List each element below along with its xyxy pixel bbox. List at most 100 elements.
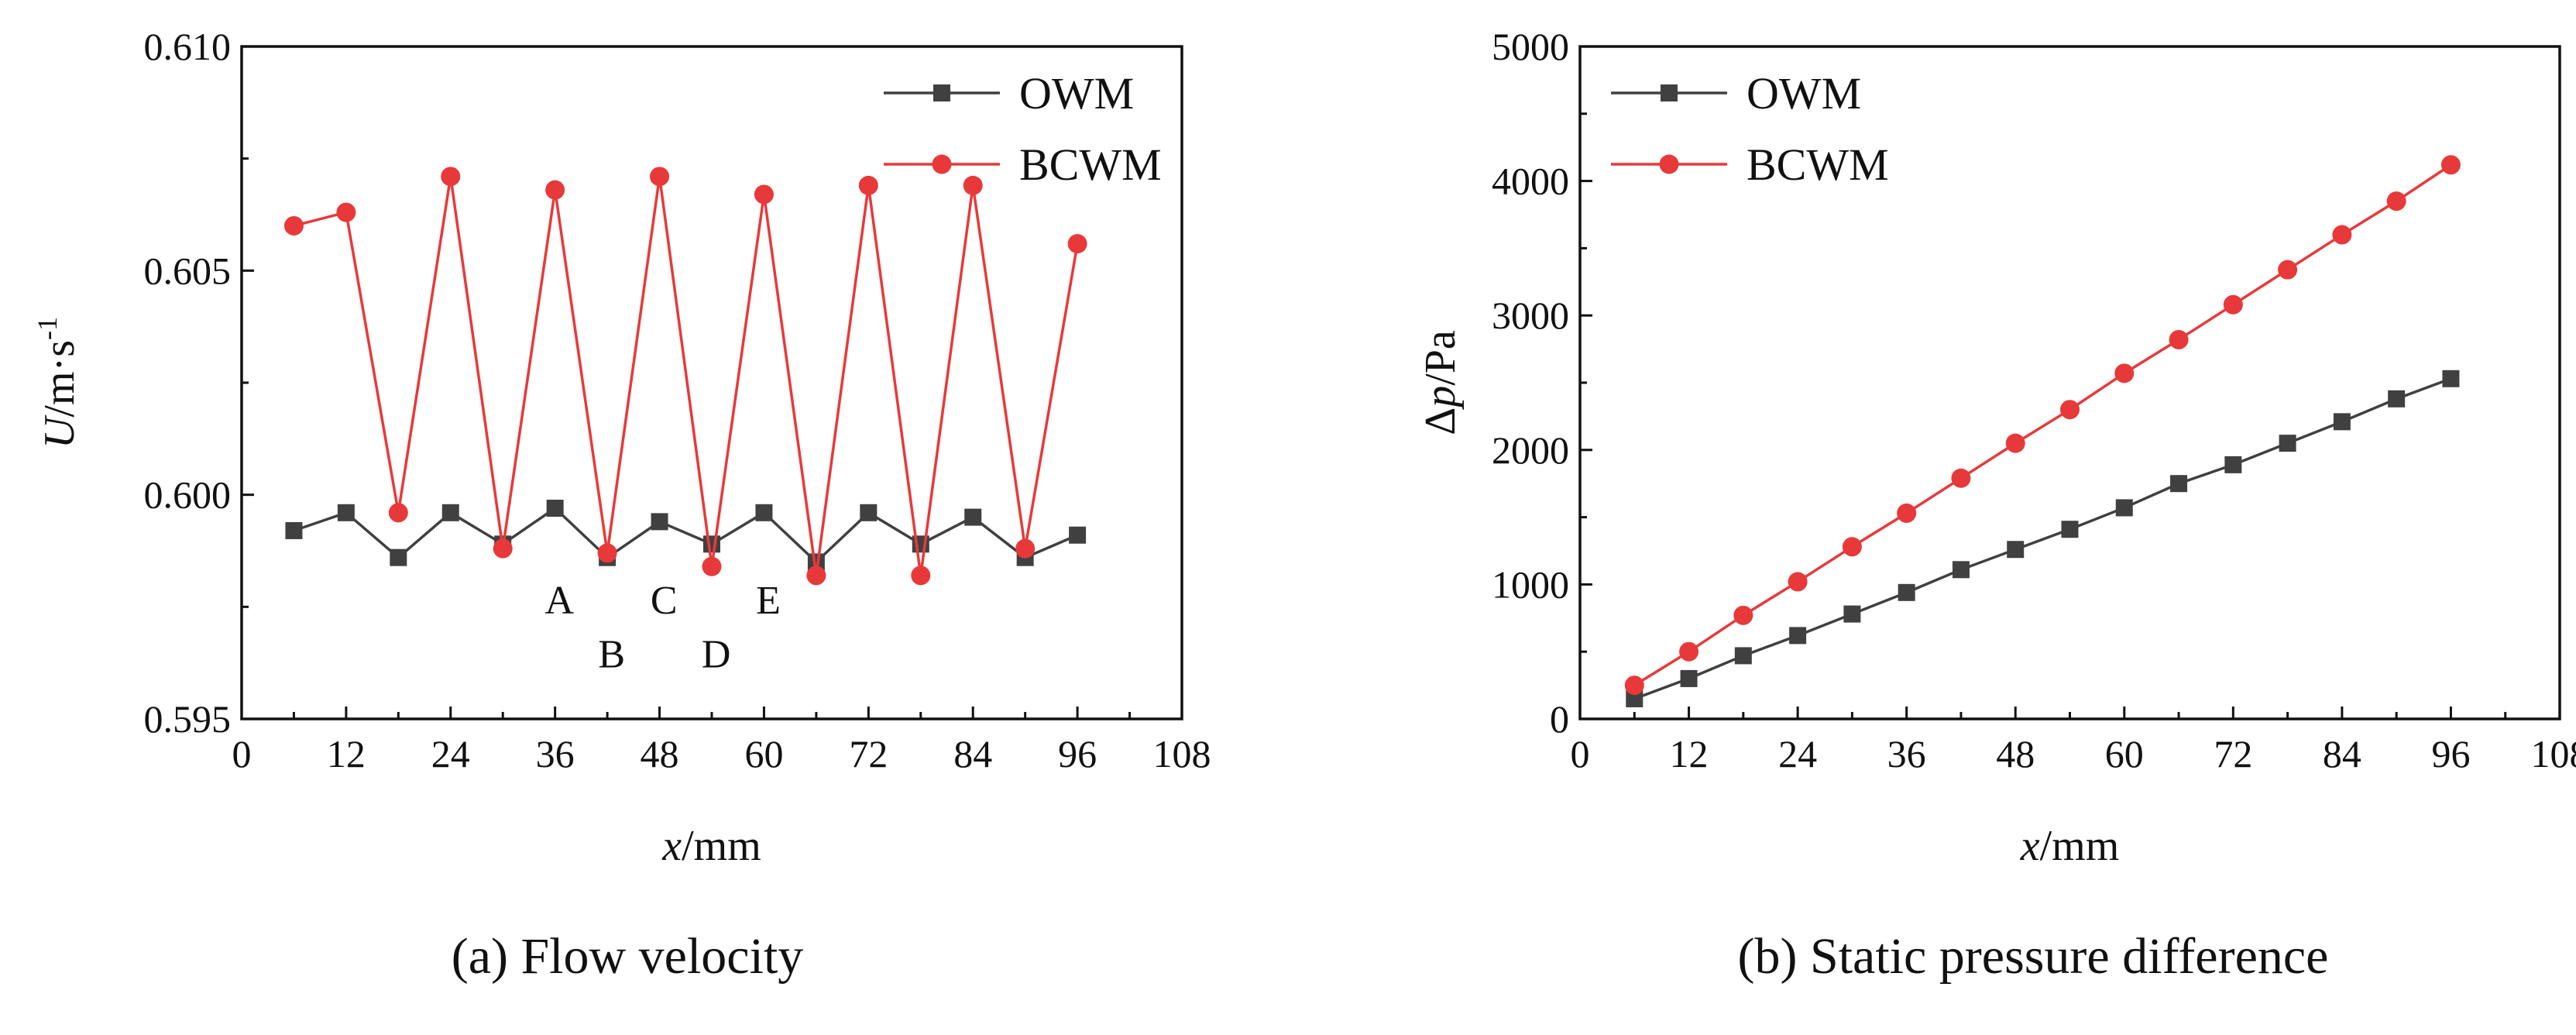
data-point-owm [651, 513, 668, 531]
annotation-label: B [598, 632, 625, 676]
data-point-owm [807, 553, 825, 571]
data-point-bcwm [2223, 294, 2243, 315]
chart-flow-velocity: 0 12 24 36 48 60 72 84 96 108 0.595 0.600 0.605 0.610… [32, 25, 1211, 985]
x-tick-label: 60 [744, 732, 783, 775]
data-point-owm [337, 504, 355, 521]
data-point-bcwm [441, 167, 461, 187]
x-axis-title: x/mm [2020, 822, 2120, 870]
data-point-bcwm [1842, 537, 1862, 557]
series-bcwm [283, 167, 1087, 586]
y-axis-title: U/m·s-1 [32, 317, 84, 449]
x-tick-label: 0 [232, 732, 252, 775]
data-point-owm [546, 500, 564, 518]
x-tick-label: 12 [327, 732, 366, 775]
x-tick-label: 84 [2323, 732, 2361, 775]
data-point-bcwm [2005, 433, 2025, 453]
x-tick-label: 48 [641, 732, 679, 775]
series-owm [1626, 370, 2460, 707]
series-line-owm [1633, 377, 2452, 700]
x-tick-label: 24 [1778, 732, 1817, 775]
data-point-bcwm [650, 167, 670, 187]
x-axis-title-unit: /mm [682, 822, 761, 870]
y-tick-label: 0.600 [144, 473, 232, 517]
legend: OWM BCWM [1611, 68, 1889, 190]
annotation-label: E [756, 579, 781, 623]
data-point-owm [703, 535, 720, 553]
x-tick-label: 96 [2431, 732, 2470, 775]
data-point-owm [1952, 561, 1970, 579]
plot-frame [1578, 45, 2561, 720]
data-point-bcwm [911, 566, 931, 586]
data-point-bcwm [1679, 641, 1699, 662]
data-point-bcwm [2169, 329, 2189, 349]
data-point-bcwm [2332, 225, 2352, 245]
data-point-bcwm [545, 180, 565, 200]
data-point-owm [2442, 370, 2460, 387]
data-point-bcwm [388, 503, 408, 523]
x-tick-label: 84 [953, 732, 992, 775]
data-point-owm [1626, 689, 1643, 707]
data-point-bcwm [1897, 503, 1917, 523]
data-point-owm [1898, 583, 1915, 601]
y-tick-label: 3000 [1492, 294, 1569, 337]
series-bcwm [1624, 155, 2461, 696]
data-point-owm [1069, 526, 1087, 544]
data-point-bcwm [754, 184, 774, 205]
x-axis-title-var: x [2020, 822, 2040, 870]
x-tick-label: 108 [1153, 732, 1211, 775]
data-point-bcwm [336, 202, 356, 222]
legend-label-owm: OWM [1747, 68, 1861, 119]
x-tick-label: 36 [536, 732, 575, 775]
data-point-owm [1843, 605, 1861, 623]
y-axis-title: Δp/Pa [1417, 330, 1465, 435]
data-point-owm [285, 521, 303, 539]
data-point-bcwm [597, 543, 617, 563]
y-axis-title-unit: /Pa [1417, 330, 1465, 386]
data-point-bcwm [1788, 572, 1808, 592]
y-tick-label: 2000 [1492, 428, 1569, 472]
data-point-bcwm [1067, 234, 1087, 254]
data-point-owm [2224, 456, 2242, 473]
y-axis-title-unit: /m·s [36, 340, 84, 418]
legend-marker-bcwm [932, 154, 952, 174]
x-tick-label: 60 [2105, 732, 2144, 775]
y-axis-title-sup: -1 [32, 317, 63, 340]
data-point-bcwm [858, 175, 878, 195]
data-point-owm [2115, 499, 2133, 517]
data-point-owm [755, 504, 773, 521]
data-point-owm [964, 508, 982, 526]
series-line-bcwm [294, 176, 1079, 576]
series-line-owm [293, 506, 1078, 564]
data-point-owm [441, 504, 459, 521]
x-tick-label: 108 [2531, 732, 2576, 775]
data-point-owm [2333, 413, 2351, 431]
data-point-owm [860, 504, 878, 521]
x-axis-title-var: x [661, 822, 682, 870]
x-axis-title-unit: /mm [2040, 822, 2120, 870]
caption: (a) Flow velocity [452, 928, 804, 985]
x-tick-label: 12 [1670, 732, 1709, 775]
legend-marker-owm [1661, 84, 1678, 101]
annotation-label: C [651, 579, 678, 623]
y-tick-label: 5000 [1492, 25, 1569, 68]
data-point-bcwm [1951, 468, 1971, 488]
data-point-owm [2279, 435, 2296, 452]
y-tick-label: 0.610 [144, 25, 232, 68]
chart-static-pressure: 0 12 24 36 48 60 72 84 96 108 0 1000 2000 3000 4000 500… [1417, 25, 2576, 985]
x-tick-label: 24 [431, 732, 470, 775]
caption: (b) Static pressure difference [1738, 928, 2329, 985]
data-point-bcwm [2060, 400, 2080, 420]
annotation-label: A [545, 579, 575, 623]
data-point-owm [2007, 541, 2025, 559]
y-tick-label: 0.605 [144, 249, 232, 292]
data-point-owm [1680, 669, 1698, 687]
data-point-bcwm [806, 566, 826, 586]
legend-label-bcwm: BCWM [1747, 139, 1889, 190]
data-point-owm [390, 548, 407, 566]
x-tick-label: 96 [1058, 732, 1097, 775]
y-tick-label: 4000 [1492, 160, 1569, 203]
legend-marker-bcwm [1659, 154, 1679, 174]
x-tick-label: 72 [849, 732, 888, 775]
legend-marker-owm [933, 84, 950, 101]
